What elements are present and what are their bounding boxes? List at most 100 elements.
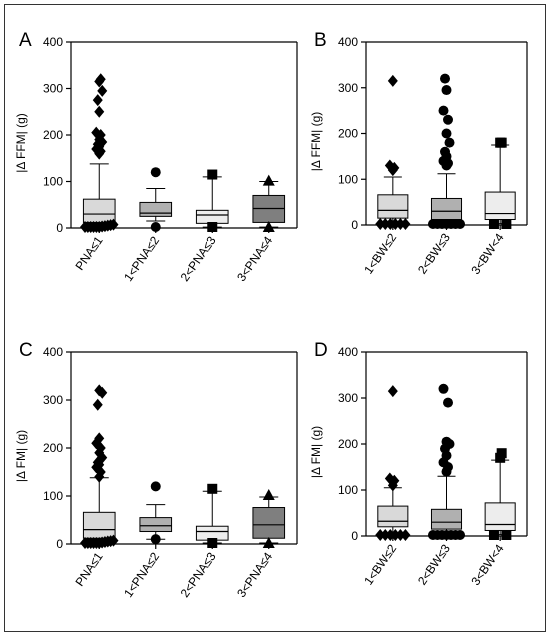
- outlier-point: [384, 159, 395, 172]
- box-1<BW≤2: [375, 385, 411, 541]
- outlier-point: [440, 73, 450, 84]
- outlier-point: [94, 384, 105, 397]
- box-iqr: [139, 201, 173, 217]
- box-3<PNA≤4: [252, 174, 286, 232]
- box-2<BW≤3: [427, 73, 466, 229]
- outlier-point: [91, 126, 102, 139]
- box-iqr: [484, 191, 516, 221]
- outlier-point: [150, 534, 161, 545]
- box-1<PNA≤2: [139, 167, 173, 232]
- y-tick-label: 0: [351, 218, 358, 232]
- panel-letter: B: [314, 30, 327, 51]
- y-tick-label: 100: [338, 172, 358, 186]
- outlier-point: [150, 167, 161, 178]
- outlier-point: [444, 137, 455, 148]
- outlier-point: [94, 105, 105, 118]
- outlier-point: [400, 218, 411, 230]
- box-iqr: [377, 505, 409, 528]
- y-tick-label: 200: [43, 441, 63, 455]
- box-1<PNA≤2: [139, 481, 173, 545]
- outlier-point: [150, 481, 161, 492]
- y-tick-label: 200: [338, 437, 358, 451]
- outlier-point: [438, 105, 449, 116]
- outlier-point: [395, 529, 406, 541]
- outlier-point: [92, 398, 103, 411]
- y-tick-label: 400: [338, 35, 358, 49]
- box-3<BW<4: [484, 137, 516, 229]
- outlier-point: [95, 73, 106, 86]
- outlier-point: [207, 538, 218, 548]
- outlier-point: [488, 530, 499, 540]
- outlier-point: [441, 128, 452, 139]
- outlier-point: [496, 137, 507, 148]
- outlier-point: [387, 74, 398, 87]
- outlier-point: [501, 219, 512, 229]
- outlier-point: [488, 219, 499, 229]
- outlier-point: [443, 397, 453, 408]
- outlier-point: [384, 472, 395, 485]
- outlier-point: [207, 483, 218, 494]
- outlier-point: [438, 383, 449, 394]
- y-tick-label: 400: [338, 345, 358, 359]
- outlier-point: [455, 530, 466, 540]
- outlier-point: [380, 218, 391, 230]
- outlier-point: [92, 94, 103, 107]
- outlier-point: [443, 114, 453, 125]
- y-axis-label: |Δ FM| (g): [309, 426, 323, 478]
- box-iqr: [430, 508, 463, 530]
- outlier-point: [94, 432, 105, 445]
- outlier-point: [262, 174, 275, 186]
- box-2<PNA≤3: [195, 169, 229, 232]
- box-iqr: [252, 507, 286, 539]
- y-tick-label: 400: [43, 345, 63, 359]
- box-iqr: [484, 502, 516, 531]
- y-tick-label: 0: [351, 529, 358, 543]
- outlier-point: [501, 530, 512, 540]
- y-tick-label: 300: [43, 82, 63, 96]
- y-tick-label: 300: [338, 391, 358, 405]
- outlier-point: [97, 84, 108, 97]
- box-iqr: [82, 198, 116, 223]
- panel-letter: D: [314, 340, 328, 361]
- panel-letter: A: [19, 30, 32, 51]
- outlier-point: [441, 436, 452, 447]
- y-tick-label: 100: [43, 489, 63, 503]
- outlier-point: [207, 222, 218, 232]
- outlier-point: [395, 218, 406, 230]
- outlier-point: [387, 385, 398, 398]
- outlier-point: [150, 222, 161, 232]
- y-axis-label: |Δ FM| (g): [14, 430, 28, 482]
- y-tick-label: 200: [338, 127, 358, 141]
- outlier-point: [108, 534, 119, 547]
- outlier-point: [108, 218, 119, 231]
- outlier-point: [262, 537, 275, 548]
- box-3<BW<4: [484, 448, 516, 540]
- outlier-point: [400, 529, 411, 541]
- outlier-point: [207, 169, 218, 180]
- outlier-point: [440, 146, 450, 157]
- box-3<PNA≤4: [252, 489, 286, 548]
- y-tick-label: 100: [43, 175, 63, 189]
- box-iqr: [377, 194, 409, 219]
- box-iqr: [139, 517, 173, 533]
- outlier-point: [455, 219, 466, 229]
- outlier-point: [262, 489, 275, 501]
- box-2<PNA≤3: [195, 483, 229, 548]
- outlier-point: [441, 85, 452, 96]
- y-tick-label: 300: [338, 81, 358, 95]
- outlier-point: [375, 529, 386, 541]
- y-tick-label: 200: [43, 128, 63, 142]
- box-iqr: [430, 197, 463, 221]
- box-iqr: [195, 209, 229, 224]
- y-tick-label: 0: [56, 221, 63, 235]
- outlier-point: [496, 448, 507, 459]
- panel-letter: C: [19, 340, 33, 361]
- box-iqr: [82, 511, 116, 539]
- outlier-point: [262, 221, 275, 232]
- y-axis-label: |Δ FFM| (g): [309, 112, 323, 172]
- y-tick-label: 0: [56, 537, 63, 551]
- box-PNA≤1: [80, 384, 119, 549]
- y-axis-label: |Δ FFM| (g): [14, 113, 28, 173]
- y-tick-label: 100: [338, 483, 358, 497]
